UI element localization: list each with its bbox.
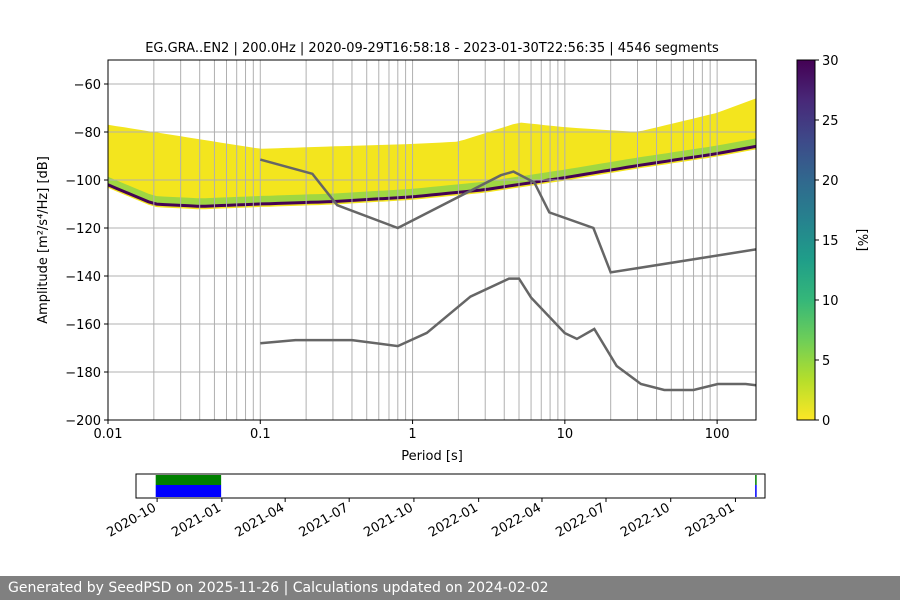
y-tick-label: −60	[74, 78, 101, 93]
ppsd-envelope	[108, 98, 756, 210]
x-tick-label: 100	[705, 427, 730, 442]
x-tick-label: 0.1	[250, 427, 271, 442]
y-tick-label: −200	[65, 414, 101, 429]
x-tick-label: 1	[408, 427, 416, 442]
colorbar-ticks: 0 5 10 15 20 25 30	[815, 54, 839, 429]
plot-area	[108, 60, 756, 420]
timeline-used	[755, 485, 757, 497]
timeline-available	[755, 475, 757, 485]
footer-bar: Generated by SeedPSD on 2025-11-26 | Cal…	[0, 576, 900, 600]
timeline-coverage	[155, 475, 757, 497]
x-axis: 0.01 0.1 1 10 100	[94, 420, 730, 442]
timeline-axis: 2020-10 2021-01 2021-04 2021-07 2021-10 2022-…	[105, 498, 738, 541]
x-tick-label: 0.01	[94, 427, 123, 442]
y-tick-label: −120	[65, 222, 101, 237]
colorbar-tick-label: 15	[822, 234, 839, 249]
timeline-tick-label: 2021-04	[233, 500, 288, 540]
chart-title: EG.GRA..EN2 | 200.0Hz | 2020-09-29T16:58…	[145, 41, 719, 56]
x-tick-label: 10	[557, 427, 574, 442]
y-tick-label: −80	[74, 126, 101, 141]
colorbar-label: [%]	[854, 229, 869, 252]
footer-text: Generated by SeedPSD on 2025-11-26 | Cal…	[8, 580, 549, 596]
plot-frame	[107, 59, 757, 421]
y-tick-label: −100	[65, 174, 101, 189]
y-tick-label: −160	[65, 318, 101, 333]
timeline-tick-label: 2021-07	[297, 500, 352, 540]
ppsd-figure: EG.GRA..EN2 | 200.0Hz | 2020-09-29T16:58…	[36, 41, 869, 541]
y-tick-label: −180	[65, 366, 101, 381]
x-axis-label: Period [s]	[401, 449, 463, 464]
y-axis: −60 −80 −100 −120 −140 −160 −180 −200	[65, 78, 108, 429]
timeline-tick-label: 2022-01	[426, 500, 481, 540]
colorbar-tick-label: 5	[822, 354, 830, 369]
timeline-tick-label: 2022-04	[489, 500, 544, 540]
colorbar-tick-label: 25	[822, 114, 839, 129]
colorbar-tick-label: 10	[822, 294, 839, 309]
timeline-tick-label: 2021-10	[361, 500, 416, 540]
timeline-tick-label: 2023-01	[683, 500, 738, 540]
ppsd-mode-line	[108, 144, 756, 208]
y-axis-label: Amplitude [m²/s⁴/Hz] [dB]	[36, 156, 51, 324]
noise-models	[259, 158, 756, 392]
noise-model-nhnm	[259, 158, 756, 274]
noise-model-nlnm	[260, 277, 756, 392]
timeline-tick-label: 2022-07	[553, 500, 608, 540]
timeline-tick-label: 2020-10	[105, 500, 160, 540]
timeline-tick-label: 2021-01	[169, 500, 224, 540]
colorbar-tick-label: 0	[822, 414, 830, 429]
timeline-panel	[135, 473, 766, 499]
y-tick-label: −140	[65, 270, 101, 285]
colorbar-tick-label: 30	[822, 54, 839, 69]
colorbar	[796, 59, 816, 421]
ppsd-density	[108, 98, 756, 210]
timeline-used	[155, 485, 222, 497]
colorbar-tick-label: 20	[822, 174, 839, 189]
timeline-available	[155, 475, 222, 485]
timeline-tick-label: 2022-10	[618, 500, 673, 540]
grid-lines	[108, 60, 756, 420]
